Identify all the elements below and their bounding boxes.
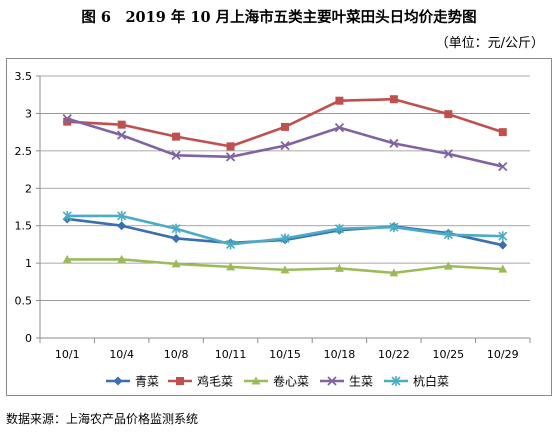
data-point: [62, 210, 72, 221]
data-point: [389, 138, 399, 149]
x-tick-label: 10/8: [164, 348, 189, 361]
data-point: [225, 152, 236, 162]
data-point: [498, 264, 508, 273]
data-point: [389, 222, 399, 233]
axes: [36, 75, 531, 343]
data-point: [62, 114, 72, 124]
data-point: [443, 261, 453, 270]
data-point: [443, 149, 453, 159]
legend-item-1: 鸡毛菜: [168, 374, 233, 389]
legend-item-4: 杭白菜: [384, 374, 449, 389]
legend-item-2: 卷心菜: [244, 374, 309, 389]
data-point: [280, 140, 290, 151]
unit-label: （单位：元/公斤）: [435, 36, 544, 51]
data-point: [171, 223, 181, 234]
y-tick-label: 1: [25, 257, 32, 270]
y-tick-label: 0.5: [15, 295, 33, 308]
x-tick-label: 10/29: [487, 348, 519, 361]
data-point: [117, 130, 127, 140]
chart-frame: [6, 58, 552, 396]
y-tick-label: 1.5: [15, 220, 33, 233]
data-point: [334, 223, 345, 234]
x-tick-label: 10/11: [215, 348, 247, 361]
series-0: [62, 214, 508, 250]
data-point: [117, 210, 127, 221]
legend-label: 生菜: [349, 375, 373, 389]
data-point: [117, 221, 127, 231]
series-4: [62, 210, 508, 250]
series-2: [62, 254, 508, 277]
legend-marker: [176, 377, 184, 385]
x-tick-label: 10/22: [378, 348, 410, 361]
legend-label: 卷心菜: [273, 374, 309, 389]
chart-title: 图 6 2019 年 10 月上海市五类主要叶菜田头日均价走势图: [81, 9, 477, 26]
x-tick-label: 10/15: [269, 348, 301, 361]
series-1: [63, 95, 507, 151]
data-point: [335, 96, 344, 105]
legend-label: 杭白菜: [413, 374, 449, 389]
legend-marker: [251, 376, 261, 385]
data-point: [62, 254, 72, 263]
data-point: [498, 231, 508, 242]
data-point: [226, 142, 235, 151]
x-tick-label: 10/18: [324, 348, 356, 361]
y-tick-label: 3: [25, 107, 32, 120]
y-tick-label: 0: [25, 332, 32, 345]
data-point: [334, 123, 345, 133]
data-point: [444, 110, 453, 119]
data-point: [117, 254, 127, 263]
legend-label: 鸡毛菜: [197, 374, 233, 389]
legend-label: 青菜: [135, 375, 159, 389]
data-point: [171, 150, 181, 160]
data-point: [498, 161, 508, 172]
legend-item-3: 生菜: [320, 375, 373, 389]
y-tick-label: 3.5: [15, 70, 33, 83]
legend-item-0: 青菜: [106, 375, 159, 389]
data-point: [117, 120, 126, 129]
data-source: 数据来源：上海农产品价格监测系统: [6, 412, 199, 426]
series-3: [62, 114, 508, 172]
legend: 青菜 鸡毛菜 卷心菜 生菜 杭白菜: [106, 374, 449, 389]
data-point: [498, 240, 508, 250]
data-point: [443, 229, 453, 240]
data-point: [389, 268, 399, 277]
data-point: [172, 132, 181, 141]
data-point: [171, 259, 181, 268]
data-point: [226, 262, 236, 271]
data-point: [63, 117, 72, 126]
x-tick-label: 10/25: [432, 348, 464, 361]
data-point: [334, 263, 344, 272]
data-point: [281, 122, 289, 131]
data-point: [280, 265, 290, 274]
series-group: [62, 95, 508, 277]
x-tick-label: 10/1: [55, 348, 80, 361]
data-point: [225, 239, 236, 250]
legend-marker: [391, 376, 401, 386]
x-axis-ticks: 10/1 10/4 10/8 10/11 10/15 10/18 10/22 10/25 10/…: [55, 348, 519, 361]
data-point: [498, 128, 507, 137]
legend-marker: [113, 376, 123, 386]
data-point: [389, 95, 398, 104]
data-point: [171, 233, 181, 243]
y-tick-label: 2: [25, 182, 32, 195]
y-axis-ticks: 0 0.5 1 1.5 2 2.5 3 3.5: [15, 70, 33, 345]
data-point: [280, 233, 290, 244]
legend-marker: [327, 376, 337, 386]
y-tick-label: 2.5: [15, 145, 33, 158]
x-tick-label: 10/4: [109, 348, 134, 361]
